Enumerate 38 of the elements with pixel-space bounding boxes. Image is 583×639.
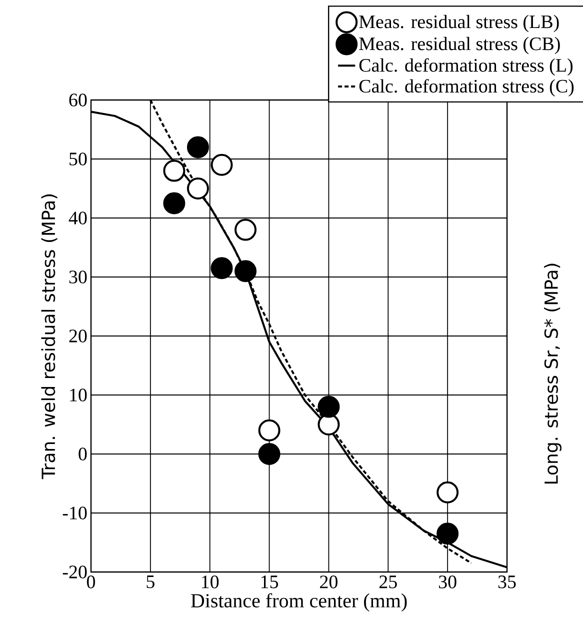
x-tick-label: 20	[320, 576, 338, 588]
point	[258, 419, 280, 442]
point	[436, 481, 459, 504]
y-tick-label: 10	[70, 388, 87, 402]
legend-label: Calc. deformation stress (C)	[359, 79, 574, 96]
y-tick-label: 0	[78, 448, 87, 460]
x-tick-label: 5	[146, 576, 154, 588]
x-tick-label: 0	[86, 576, 96, 588]
point	[318, 414, 340, 436]
y-tick-label: -20	[62, 566, 87, 578]
y-tick-label: 20	[69, 330, 87, 342]
point	[163, 192, 186, 214]
y-tick-label: 30	[69, 270, 87, 284]
x-tick-label: 35	[498, 576, 516, 588]
point	[186, 177, 209, 200]
y-tick-label: -10	[62, 506, 87, 520]
x-tick-label: 25	[379, 576, 397, 588]
y-tick-label: 60	[69, 94, 87, 106]
legend-label: Meas. residual stress (LB)	[359, 14, 559, 32]
point	[436, 522, 459, 545]
point	[210, 257, 233, 280]
point	[234, 260, 257, 282]
point	[186, 136, 209, 158]
y-tick-label: 40	[68, 212, 87, 224]
x-tick-label: 15	[261, 576, 278, 588]
point	[318, 396, 340, 418]
x-tick-label: 10	[202, 576, 219, 588]
y-axis-title: Tran. weld residual stress (MPa)	[41, 194, 58, 480]
point	[163, 160, 186, 182]
y2-axis-title: Long. stress Sr, S* (MPa)	[544, 264, 562, 484]
x-axis-title: Distance from center (mm)	[191, 593, 407, 612]
point	[234, 218, 257, 241]
legend-label: Meas. residual stress (CB)	[359, 36, 560, 54]
point	[210, 154, 233, 176]
legend-label: Calc. deformation stress (L)	[359, 58, 573, 76]
point	[258, 442, 280, 465]
y-tick-label: 50	[70, 152, 87, 166]
x-tick-label: 30	[438, 576, 456, 588]
